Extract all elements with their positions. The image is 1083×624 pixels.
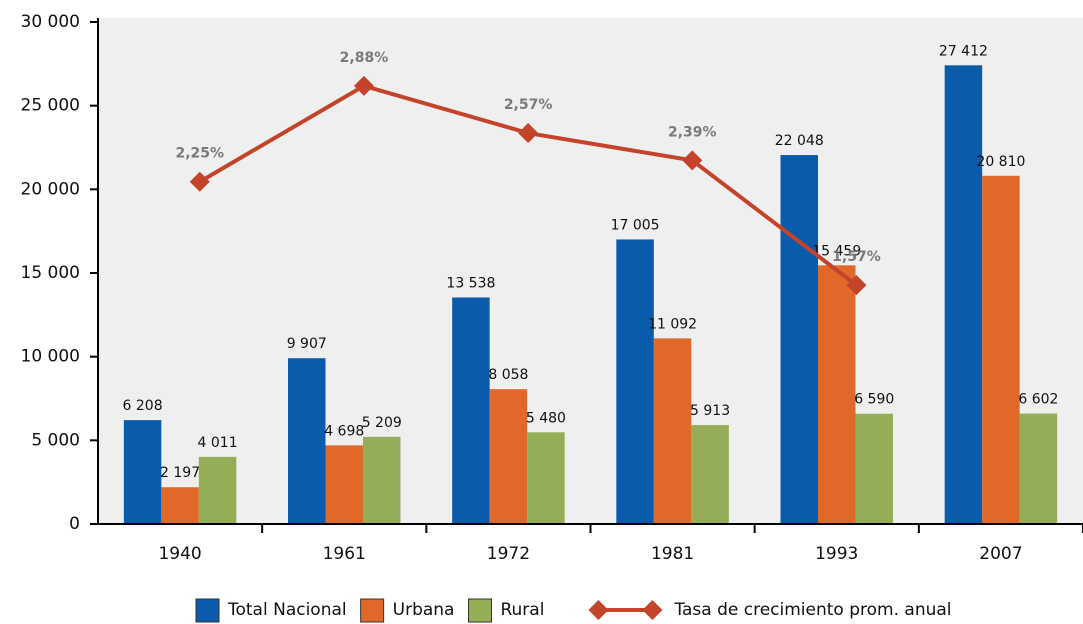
bar-value-label: 8 058 bbox=[488, 367, 528, 383]
legend-label: Urbana bbox=[393, 600, 455, 620]
x-tick-label: 1961 bbox=[323, 544, 366, 564]
x-tick-label: 1940 bbox=[158, 544, 201, 564]
bar bbox=[363, 436, 401, 524]
legend-swatch bbox=[642, 600, 663, 620]
y-tick-label: 15 000 bbox=[21, 263, 80, 283]
line-value-label: 2,88% bbox=[340, 50, 389, 66]
line-marker bbox=[682, 150, 703, 171]
plot-background bbox=[98, 18, 1083, 524]
bar bbox=[1019, 413, 1058, 524]
line-marker bbox=[353, 75, 374, 96]
legend-swatch bbox=[588, 600, 609, 620]
x-tick-label: 1993 bbox=[815, 544, 858, 564]
bar bbox=[653, 338, 692, 524]
bar bbox=[489, 389, 528, 524]
bar bbox=[818, 265, 856, 524]
bar bbox=[982, 175, 1020, 524]
legend-swatch bbox=[467, 598, 492, 623]
bar bbox=[527, 432, 565, 524]
bar bbox=[161, 487, 199, 524]
bar-value-label: 5 913 bbox=[690, 403, 730, 419]
bar-value-label: 6 602 bbox=[1018, 392, 1058, 408]
line-marker bbox=[189, 171, 210, 192]
y-tick-label: 20 000 bbox=[21, 179, 80, 199]
bar-value-label: 17 005 bbox=[611, 217, 660, 233]
y-tick-label: 25 000 bbox=[21, 96, 80, 116]
bar-value-label: 4 698 bbox=[324, 423, 364, 439]
bar bbox=[691, 425, 729, 524]
line-marker bbox=[518, 123, 539, 144]
bar bbox=[780, 155, 818, 524]
bar-value-label: 9 907 bbox=[287, 336, 327, 352]
x-tick-label: 1981 bbox=[651, 544, 694, 564]
line-value-label: 2,25% bbox=[175, 146, 224, 162]
bar-value-label: 5 209 bbox=[362, 415, 402, 431]
bar bbox=[325, 445, 363, 524]
bar-value-label: 4 011 bbox=[198, 435, 238, 451]
bar bbox=[452, 297, 490, 524]
x-tick-label: 1972 bbox=[487, 544, 530, 564]
bar bbox=[288, 358, 326, 524]
bar-value-label: 5 480 bbox=[526, 410, 566, 426]
y-tick-label: 0 bbox=[69, 514, 80, 534]
bar bbox=[198, 456, 237, 524]
line-marker bbox=[846, 275, 867, 296]
bar-value-label: 11 092 bbox=[648, 316, 697, 332]
bar-value-label: 13 538 bbox=[446, 275, 495, 291]
line-value-label: 2,39% bbox=[668, 124, 717, 140]
legend-label: Tasa de crecimiento prom. anual bbox=[673, 600, 951, 620]
bar bbox=[944, 65, 983, 524]
bar-value-label: 2 197 bbox=[160, 465, 200, 481]
y-tick-label: 10 000 bbox=[21, 347, 80, 367]
line-value-label: 2,57% bbox=[504, 97, 553, 113]
legend-swatch bbox=[195, 598, 220, 623]
bar-value-label: 20 810 bbox=[976, 154, 1025, 170]
bar-value-label: 6 208 bbox=[123, 398, 163, 414]
legend-label: Total Nacional bbox=[227, 600, 347, 620]
y-tick-label: 5 000 bbox=[31, 430, 80, 450]
line-value-label: 1,57% bbox=[832, 249, 881, 265]
bar bbox=[616, 239, 654, 525]
legend-label: Rural bbox=[500, 600, 544, 620]
y-tick-label: 30 000 bbox=[21, 12, 80, 32]
bar-value-label: 15 459 bbox=[812, 243, 861, 259]
bar-value-label: 22 048 bbox=[775, 133, 824, 149]
bar bbox=[855, 413, 893, 524]
legend-swatch bbox=[360, 598, 385, 623]
bar-value-label: 27 412 bbox=[939, 43, 988, 59]
bar-value-label: 6 590 bbox=[854, 392, 894, 408]
x-tick-label: 2007 bbox=[979, 544, 1022, 564]
bar bbox=[123, 420, 162, 524]
